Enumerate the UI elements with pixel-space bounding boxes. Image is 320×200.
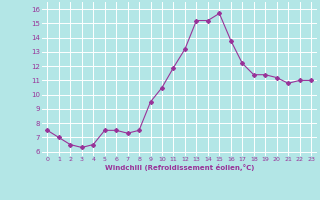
X-axis label: Windchill (Refroidissement éolien,°C): Windchill (Refroidissement éolien,°C) [105,164,254,171]
